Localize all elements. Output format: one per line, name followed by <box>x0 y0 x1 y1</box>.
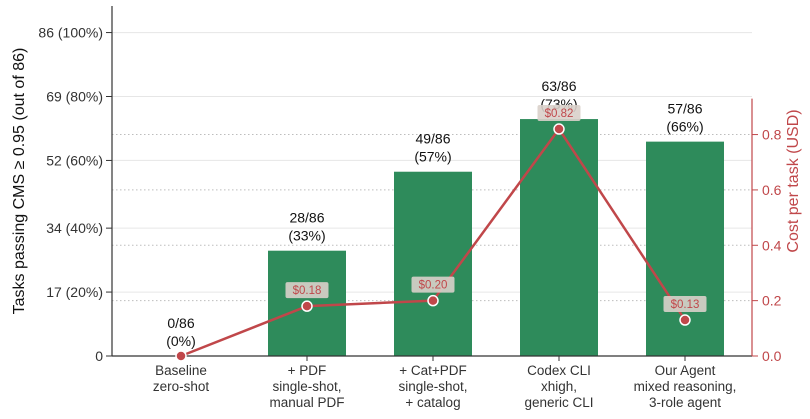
cost-point <box>427 294 439 307</box>
bar-count-label: 28/86 <box>289 210 324 226</box>
cost-label-box <box>537 105 581 122</box>
category-label: + PDF <box>288 363 327 378</box>
bars <box>268 119 724 356</box>
left-axis-title: Tasks passing CMS ≥ 0.95 (out of 86) <box>11 48 28 315</box>
y-tick-label: 86 (100%) <box>38 25 103 41</box>
category-label: Baseline <box>155 363 207 378</box>
y-tick-label: 69 (80%) <box>46 89 103 105</box>
cost-point <box>553 123 565 135</box>
category-label: + catalog <box>405 395 460 410</box>
bar-percent-label: (66%) <box>666 119 703 135</box>
bar-count-label: 0/86 <box>167 315 194 331</box>
bar-count-label: 49/86 <box>415 131 450 147</box>
y-tick-label: 52 (60%) <box>46 152 103 168</box>
y-tick-label: 34 (40%) <box>46 220 103 236</box>
y2-tick-label: 0.8 <box>762 127 782 143</box>
y2-tick-label: 0.6 <box>762 182 782 198</box>
category-label: manual PDF <box>269 395 344 410</box>
category-label: 3-role agent <box>649 395 721 410</box>
cost-label-box <box>663 296 707 313</box>
cost-label-box <box>285 282 329 299</box>
bar-count-label: 63/86 <box>541 78 576 94</box>
category-label: single-shot, <box>272 379 341 394</box>
category-label: Our Agent <box>655 363 716 378</box>
category-label: zero-shot <box>153 379 210 394</box>
category-label: Codex CLI <box>527 363 591 378</box>
bar-percent-label: (57%) <box>414 149 451 165</box>
cost-point <box>301 300 313 312</box>
cost-point <box>175 350 187 362</box>
bar-percent-label: (33%) <box>288 228 325 244</box>
y-tick-label: 0 <box>95 348 103 364</box>
bar-value-labels: 0/86(0%)28/86(33%)49/86(57%)63/86(73%) 57… <box>166 78 703 349</box>
category-label: xhigh, <box>541 379 577 394</box>
y2-tick-label: 0.4 <box>762 237 782 253</box>
y2-tick-label: 0.0 <box>762 348 782 364</box>
category-label: single-shot, <box>398 379 467 394</box>
cost-line: $0.18 $0.20 $0.82 $0.13 <box>175 105 707 362</box>
axes <box>111 6 753 357</box>
bar-count-label: 57/86 <box>667 101 702 117</box>
category-label: generic CLI <box>524 395 593 410</box>
cost-label-box <box>411 276 455 293</box>
y-tick-label: 17 (20%) <box>46 284 103 300</box>
y2-tick-label: 0.2 <box>762 293 782 309</box>
right-axis-title: Cost per task (USD) <box>785 109 802 252</box>
bar-percent-label: (0%) <box>166 333 196 349</box>
category-label: mixed reasoning, <box>634 379 737 394</box>
right-y-ticks: 0.0 0.2 0.4 0.6 0.8 <box>752 127 782 364</box>
cost-point <box>679 314 691 326</box>
cost-label: $0.82 <box>545 108 574 120</box>
category-label: + Cat+PDF <box>399 363 467 378</box>
cost-label: $0.13 <box>671 299 700 311</box>
cost-label: $0.20 <box>419 280 448 292</box>
left-y-ticks: 0 17 (20%) 34 (40%) 52 (60%) 69 (80%) 86 (100… <box>38 25 112 364</box>
cost-label: $0.18 <box>293 285 322 297</box>
bar <box>520 119 598 356</box>
